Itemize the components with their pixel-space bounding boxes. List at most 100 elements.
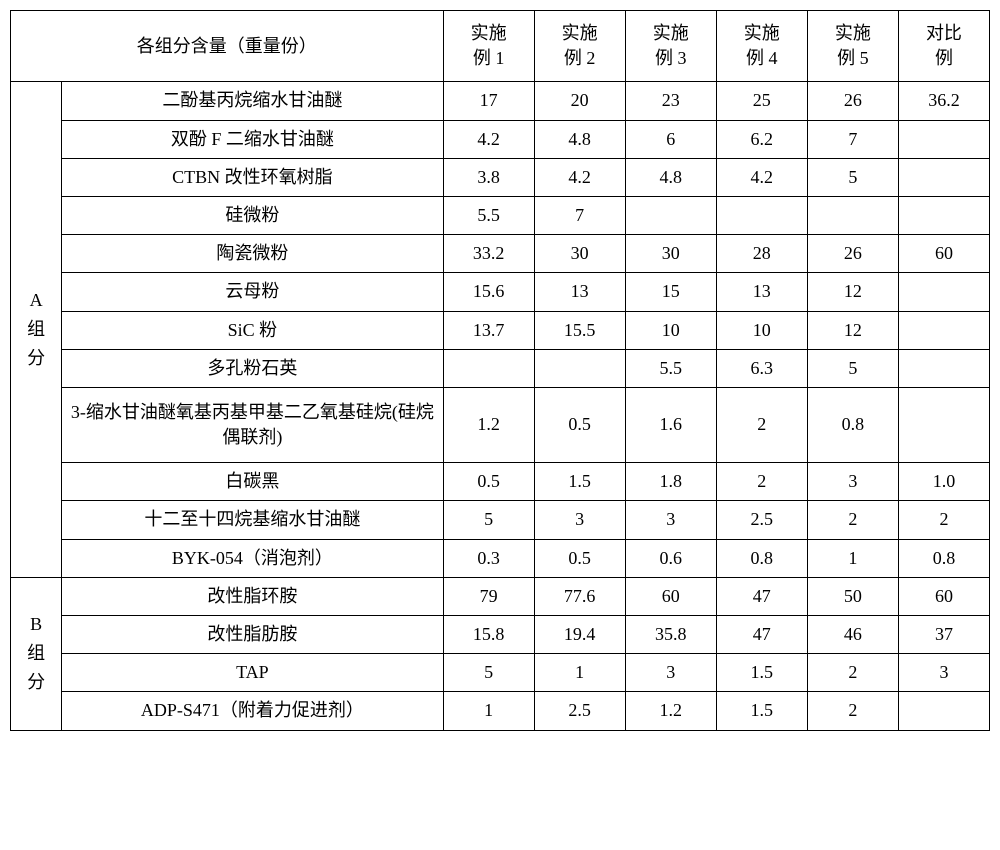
value-cell [443, 349, 534, 387]
composition-table: 各组分含量（重量份）实施例 1实施例 2实施例 3实施例 4实施例 5对比例A组… [10, 10, 990, 731]
value-cell: 2.5 [716, 501, 807, 539]
component-name: ADP-S471（附着力促进剂） [62, 692, 443, 730]
value-cell [898, 120, 989, 158]
value-cell: 5.5 [625, 349, 716, 387]
value-cell: 2 [716, 463, 807, 501]
value-cell: 15.6 [443, 273, 534, 311]
value-cell: 0.5 [443, 463, 534, 501]
component-name: BYK-054（消泡剂） [62, 539, 443, 577]
value-cell: 23 [625, 82, 716, 120]
value-cell: 25 [716, 82, 807, 120]
value-cell: 3 [625, 654, 716, 692]
value-cell: 2 [898, 501, 989, 539]
component-name: SiC 粉 [62, 311, 443, 349]
value-cell: 1.5 [716, 654, 807, 692]
value-cell: 0.8 [807, 387, 898, 462]
value-cell: 0.8 [716, 539, 807, 577]
value-cell: 1.5 [534, 463, 625, 501]
value-cell: 3.8 [443, 158, 534, 196]
value-cell: 0.8 [898, 539, 989, 577]
value-cell: 0.3 [443, 539, 534, 577]
value-cell: 1.2 [625, 692, 716, 730]
value-cell: 77.6 [534, 577, 625, 615]
component-name: TAP [62, 654, 443, 692]
value-cell [716, 196, 807, 234]
value-cell: 2 [716, 387, 807, 462]
value-cell: 60 [898, 577, 989, 615]
value-cell [625, 196, 716, 234]
value-cell: 13 [716, 273, 807, 311]
component-name: 改性脂环胺 [62, 577, 443, 615]
value-cell: 1 [807, 539, 898, 577]
component-name: 陶瓷微粉 [62, 235, 443, 273]
value-cell: 36.2 [898, 82, 989, 120]
header-col-0: 实施例 1 [443, 11, 534, 82]
value-cell: 60 [625, 577, 716, 615]
value-cell: 4.2 [716, 158, 807, 196]
value-cell: 6.2 [716, 120, 807, 158]
value-cell: 13.7 [443, 311, 534, 349]
value-cell: 37 [898, 616, 989, 654]
value-cell: 26 [807, 82, 898, 120]
value-cell: 2 [807, 692, 898, 730]
value-cell [898, 196, 989, 234]
value-cell [898, 273, 989, 311]
value-cell: 50 [807, 577, 898, 615]
value-cell: 2.5 [534, 692, 625, 730]
value-cell [898, 311, 989, 349]
value-cell: 1 [443, 692, 534, 730]
value-cell [898, 387, 989, 462]
value-cell: 60 [898, 235, 989, 273]
value-cell: 6.3 [716, 349, 807, 387]
value-cell: 1.2 [443, 387, 534, 462]
group-a-label: A组分 [11, 82, 62, 577]
value-cell [898, 349, 989, 387]
value-cell: 13 [534, 273, 625, 311]
value-cell: 5 [443, 654, 534, 692]
value-cell: 1.5 [716, 692, 807, 730]
value-cell: 15.8 [443, 616, 534, 654]
group-b-label: B组分 [11, 577, 62, 730]
value-cell: 7 [534, 196, 625, 234]
value-cell: 47 [716, 616, 807, 654]
component-name: 二酚基丙烷缩水甘油醚 [62, 82, 443, 120]
value-cell: 1.8 [625, 463, 716, 501]
value-cell: 1 [534, 654, 625, 692]
value-cell: 3 [625, 501, 716, 539]
value-cell: 20 [534, 82, 625, 120]
value-cell: 33.2 [443, 235, 534, 273]
component-name: 多孔粉石英 [62, 349, 443, 387]
value-cell: 46 [807, 616, 898, 654]
component-name: CTBN 改性环氧树脂 [62, 158, 443, 196]
value-cell: 4.8 [625, 158, 716, 196]
value-cell: 4.2 [534, 158, 625, 196]
value-cell: 35.8 [625, 616, 716, 654]
header-title: 各组分含量（重量份） [11, 11, 444, 82]
component-name: 云母粉 [62, 273, 443, 311]
value-cell: 30 [625, 235, 716, 273]
value-cell: 0.6 [625, 539, 716, 577]
value-cell: 5 [807, 158, 898, 196]
value-cell: 4.8 [534, 120, 625, 158]
component-name: 改性脂肪胺 [62, 616, 443, 654]
value-cell: 10 [716, 311, 807, 349]
value-cell: 5 [443, 501, 534, 539]
value-cell [898, 692, 989, 730]
value-cell: 15.5 [534, 311, 625, 349]
header-col-1: 实施例 2 [534, 11, 625, 82]
header-col-3: 实施例 4 [716, 11, 807, 82]
value-cell: 7 [807, 120, 898, 158]
value-cell: 15 [625, 273, 716, 311]
value-cell: 26 [807, 235, 898, 273]
value-cell [898, 158, 989, 196]
header-col-5: 对比例 [898, 11, 989, 82]
value-cell: 2 [807, 654, 898, 692]
value-cell: 12 [807, 273, 898, 311]
header-col-2: 实施例 3 [625, 11, 716, 82]
value-cell: 10 [625, 311, 716, 349]
value-cell: 1.6 [625, 387, 716, 462]
value-cell: 47 [716, 577, 807, 615]
value-cell: 30 [534, 235, 625, 273]
value-cell: 19.4 [534, 616, 625, 654]
value-cell: 0.5 [534, 387, 625, 462]
